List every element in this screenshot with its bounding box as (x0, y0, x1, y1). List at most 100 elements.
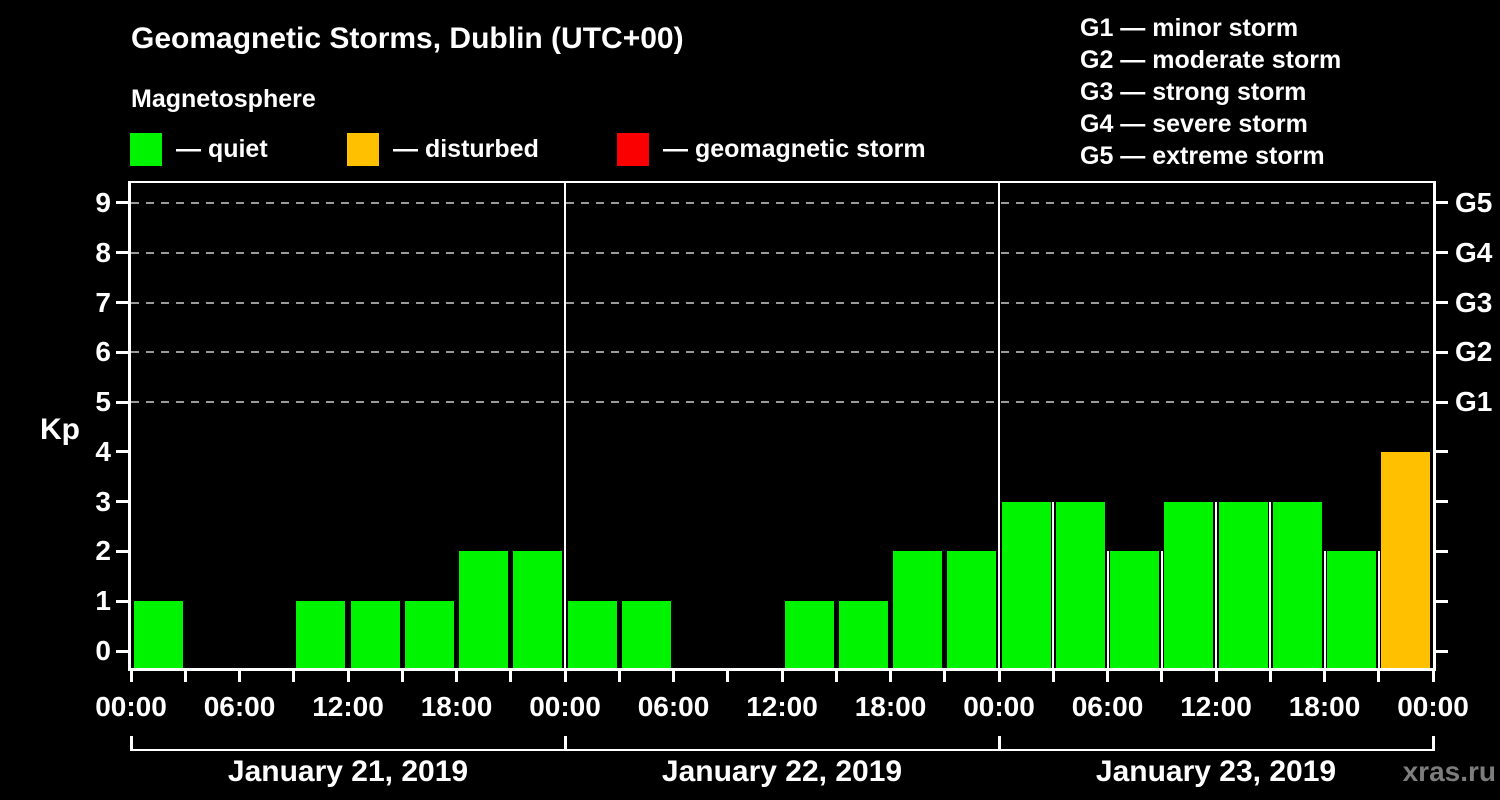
page-title: Geomagnetic Storms, Dublin (UTC+00) (131, 22, 684, 55)
kp-bar (567, 601, 617, 668)
x-axis-tick (726, 669, 730, 682)
y-axis-tick (116, 549, 131, 553)
kp-bar (350, 601, 400, 668)
y-axis-tick (1433, 400, 1448, 404)
y-axis-tick (1433, 301, 1448, 305)
y-tick-label: 7 (95, 286, 111, 318)
y-axis-title: Kp (40, 413, 80, 446)
y-tick-label: 2 (95, 535, 111, 567)
x-axis-tick (1051, 669, 1055, 682)
x-axis-tick (780, 669, 784, 682)
bracket-tick (129, 736, 133, 751)
y-axis-tick (116, 350, 131, 354)
y-axis-tick (1433, 201, 1448, 205)
g-axis-label: G4 (1455, 236, 1493, 268)
g1-legend-line: G1 — minor storm (1080, 14, 1299, 42)
kp-bar (1327, 551, 1377, 668)
x-tick-label: 06:00 (1071, 691, 1144, 722)
storm-legend-swatch (617, 133, 649, 166)
y-tick-label: 5 (95, 386, 111, 418)
kp-bar (947, 551, 997, 668)
g-axis-label: G2 (1455, 336, 1493, 368)
gridline-kp6 (131, 351, 1433, 354)
kp-bar (1218, 501, 1268, 668)
y-axis-tick (1433, 500, 1448, 504)
g3-legend-line: G3 — strong storm (1080, 78, 1307, 106)
x-tick-label: 18:00 (420, 691, 493, 722)
y-axis-tick (1433, 599, 1448, 603)
kp-bar (133, 601, 183, 668)
y-axis-tick (116, 400, 131, 404)
kp-bar (459, 551, 509, 668)
x-axis-tick (834, 669, 838, 682)
bar-separator (1215, 501, 1217, 668)
x-axis-tick (943, 669, 947, 682)
x-tick-label: 00:00 (1397, 691, 1469, 722)
y-tick-label: 9 (95, 186, 111, 218)
kp-bar (621, 601, 671, 668)
disturbed-legend-swatch (347, 133, 379, 166)
gridline-kp8 (131, 251, 1433, 254)
x-tick-label: 00:00 (529, 691, 601, 722)
quiet-legend-label: — quiet (176, 135, 268, 163)
x-axis-tick (997, 669, 1001, 682)
x-axis-tick (1214, 669, 1218, 682)
x-tick-label: 18:00 (854, 691, 927, 722)
bracket-tick (563, 736, 567, 751)
gridline-kp5 (131, 401, 1433, 404)
bracket-tick (997, 736, 1001, 751)
y-axis-tick (116, 649, 131, 653)
x-axis-tick (346, 669, 350, 682)
kp-bar (513, 551, 563, 668)
x-axis-tick (1431, 669, 1435, 682)
y-axis-tick (1433, 549, 1448, 553)
kp-bar (893, 551, 943, 668)
watermark: xras.ru (1402, 756, 1496, 787)
x-tick-label: 00:00 (95, 691, 167, 722)
g-axis-label: G3 (1455, 286, 1493, 318)
x-tick-label: 06:00 (637, 691, 710, 722)
x-axis-tick (1106, 669, 1109, 682)
kp-bar (1055, 501, 1105, 668)
date-label-day3: January 23, 2019 (1095, 755, 1337, 788)
x-axis-tick (672, 669, 675, 682)
x-tick-label: 12:00 (1180, 691, 1252, 722)
x-axis-tick (1377, 669, 1381, 682)
x-axis-tick (292, 669, 296, 682)
gridline-kp9 (131, 201, 1433, 204)
day-divider (564, 183, 566, 668)
bar-separator (1052, 501, 1055, 668)
x-tick-label: 12:00 (746, 691, 818, 722)
y-axis-tick (116, 251, 131, 255)
kp-bar (296, 601, 346, 668)
quiet-legend-swatch (130, 133, 162, 166)
x-tick-label: 12:00 (312, 691, 384, 722)
bar-separator (1269, 501, 1272, 668)
x-axis-tick (1160, 669, 1164, 682)
y-tick-label: 8 (95, 236, 111, 268)
x-axis-tick (183, 669, 187, 682)
y-axis-tick (116, 450, 131, 454)
x-tick-label: 00:00 (963, 691, 1035, 722)
x-axis-tick (563, 669, 567, 682)
y-tick-label: 4 (95, 435, 111, 467)
kp-bar (1381, 451, 1431, 668)
y-tick-label: 3 (95, 485, 111, 517)
gridline-kp7 (131, 301, 1433, 304)
x-axis-tick (400, 669, 404, 682)
kp-bar (1164, 501, 1214, 668)
x-axis-tick (509, 669, 513, 682)
kp-bar (1001, 501, 1051, 668)
storm-legend-label: — geomagnetic storm (663, 135, 926, 163)
g-scale-legend: G1 — minor storm G2 — moderate storm G3 … (1080, 12, 1341, 172)
g5-legend-line: G5 — extreme storm (1080, 142, 1325, 170)
x-axis-tick (1268, 669, 1272, 682)
x-axis-tick (1323, 669, 1326, 682)
kp-bar (838, 601, 888, 668)
bar-separator (1377, 551, 1380, 668)
chart-subtitle: Magnetosphere (131, 85, 316, 113)
y-tick-label: 1 (95, 585, 111, 617)
g-axis-label: G1 (1455, 386, 1493, 418)
disturbed-legend-label: — disturbed (393, 135, 539, 163)
